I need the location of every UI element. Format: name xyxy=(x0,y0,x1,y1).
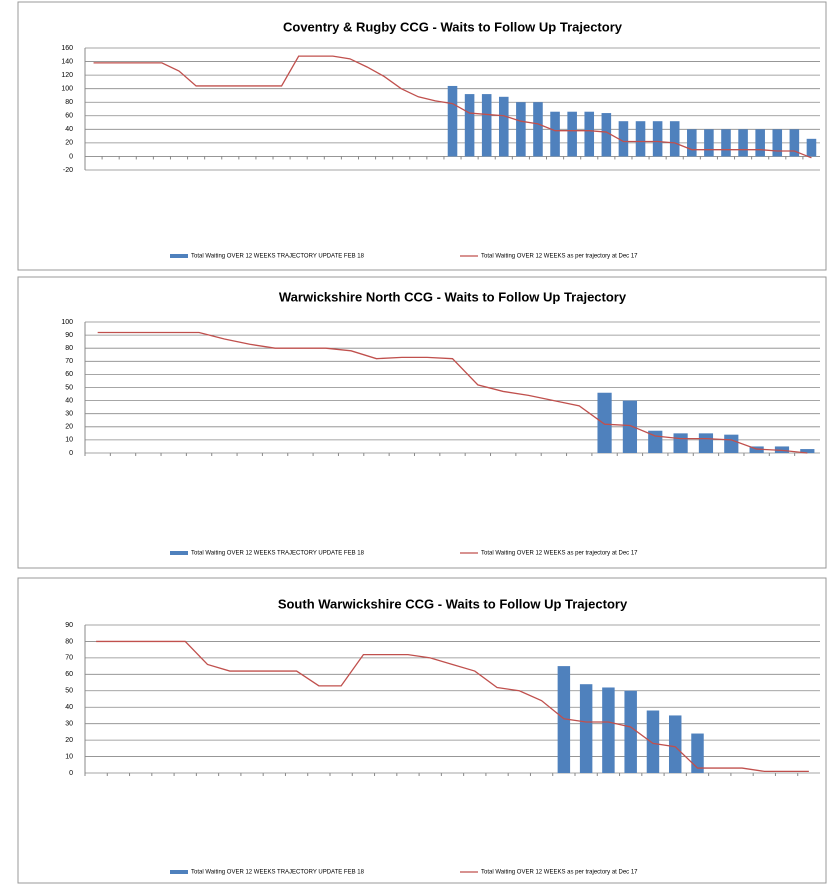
legend-label: Total Waiting OVER 12 WEEKS TRAJECTORY U… xyxy=(191,254,365,260)
legend-label: Total Waiting OVER 12 WEEKS as per traje… xyxy=(481,870,638,876)
bar xyxy=(691,733,704,773)
bar xyxy=(622,400,638,453)
y-tick-label: 100 xyxy=(61,319,73,326)
bar xyxy=(464,94,475,157)
y-tick-label: 160 xyxy=(61,45,73,52)
bar xyxy=(481,94,492,157)
bar xyxy=(774,446,790,453)
bar xyxy=(624,690,637,773)
bar xyxy=(772,129,783,157)
bar xyxy=(597,392,612,453)
panel xyxy=(17,276,827,569)
y-tick-label: 70 xyxy=(65,655,73,662)
bar xyxy=(567,111,577,157)
bar xyxy=(652,121,663,157)
panel xyxy=(17,1,827,271)
bar xyxy=(646,710,660,773)
y-tick-label: 30 xyxy=(65,411,73,418)
chart-title: Coventry & Rugby CCG - Waits to Follow U… xyxy=(283,19,623,34)
y-tick-label: 50 xyxy=(65,688,73,695)
y-tick-label: 60 xyxy=(65,671,73,678)
y-tick-label: 60 xyxy=(65,371,73,378)
bar xyxy=(557,666,571,773)
y-tick-label: 0 xyxy=(69,770,73,777)
legend-label: Total Waiting OVER 12 WEEKS TRAJECTORY U… xyxy=(191,551,365,557)
y-tick-label: 90 xyxy=(65,332,73,339)
bar xyxy=(550,111,560,157)
y-tick-label: 20 xyxy=(65,140,73,147)
legend-swatch xyxy=(170,551,188,555)
line xyxy=(93,55,812,159)
y-tick-label: 40 xyxy=(65,126,73,133)
bar xyxy=(516,102,526,157)
y-tick-label: 0 xyxy=(69,450,73,457)
y-tick-label: 80 xyxy=(65,345,73,352)
bar xyxy=(704,129,714,157)
y-tick-label: 100 xyxy=(61,86,73,93)
bar xyxy=(789,129,800,157)
chart-title: South Warwickshire CCG - Waits to Follow… xyxy=(278,596,628,611)
y-tick-label: 20 xyxy=(65,424,73,431)
y-tick-label: 0 xyxy=(69,153,73,160)
y-tick-label: 50 xyxy=(65,384,73,391)
y-tick-label: 30 xyxy=(65,721,73,728)
bar xyxy=(755,129,765,157)
y-tick-label: 20 xyxy=(65,737,73,744)
bar xyxy=(669,121,680,157)
y-tick-label: 70 xyxy=(65,358,73,365)
y-tick-label: 60 xyxy=(65,113,73,120)
bar xyxy=(749,446,764,453)
y-tick-label: -20 xyxy=(63,167,73,174)
bar xyxy=(687,129,697,157)
bar xyxy=(724,434,739,453)
y-tick-label: 10 xyxy=(65,753,73,760)
bar xyxy=(800,449,815,453)
bar xyxy=(601,113,612,157)
y-tick-label: 90 xyxy=(65,622,73,629)
bar xyxy=(579,684,593,773)
bar xyxy=(635,121,646,157)
y-tick-label: 10 xyxy=(65,437,73,444)
line xyxy=(96,640,809,773)
y-tick-label: 40 xyxy=(65,704,73,711)
line xyxy=(97,331,808,454)
bar xyxy=(447,85,458,157)
bar xyxy=(498,96,509,157)
legend-swatch xyxy=(170,870,188,874)
bar xyxy=(668,715,682,773)
panel xyxy=(17,577,827,884)
legend-label: Total Waiting OVER 12 WEEKS as per traje… xyxy=(481,254,638,260)
legend-swatch xyxy=(170,254,188,258)
bar xyxy=(602,687,615,773)
legend-label: Total Waiting OVER 12 WEEKS TRAJECTORY U… xyxy=(191,870,365,876)
bar xyxy=(721,129,731,157)
y-tick-label: 80 xyxy=(65,99,73,106)
chart-title: Warwickshire North CCG - Waits to Follow… xyxy=(279,289,627,304)
legend-label: Total Waiting OVER 12 WEEKS as per traje… xyxy=(481,551,638,557)
bar xyxy=(533,102,543,157)
bar xyxy=(806,138,817,157)
bar xyxy=(618,121,629,157)
y-tick-label: 140 xyxy=(61,58,73,65)
bar xyxy=(738,129,748,157)
y-tick-label: 120 xyxy=(61,72,73,79)
y-tick-label: 40 xyxy=(65,397,73,404)
y-tick-label: 80 xyxy=(65,638,73,645)
bar xyxy=(673,433,688,453)
bar xyxy=(698,433,714,453)
bar xyxy=(584,111,595,157)
